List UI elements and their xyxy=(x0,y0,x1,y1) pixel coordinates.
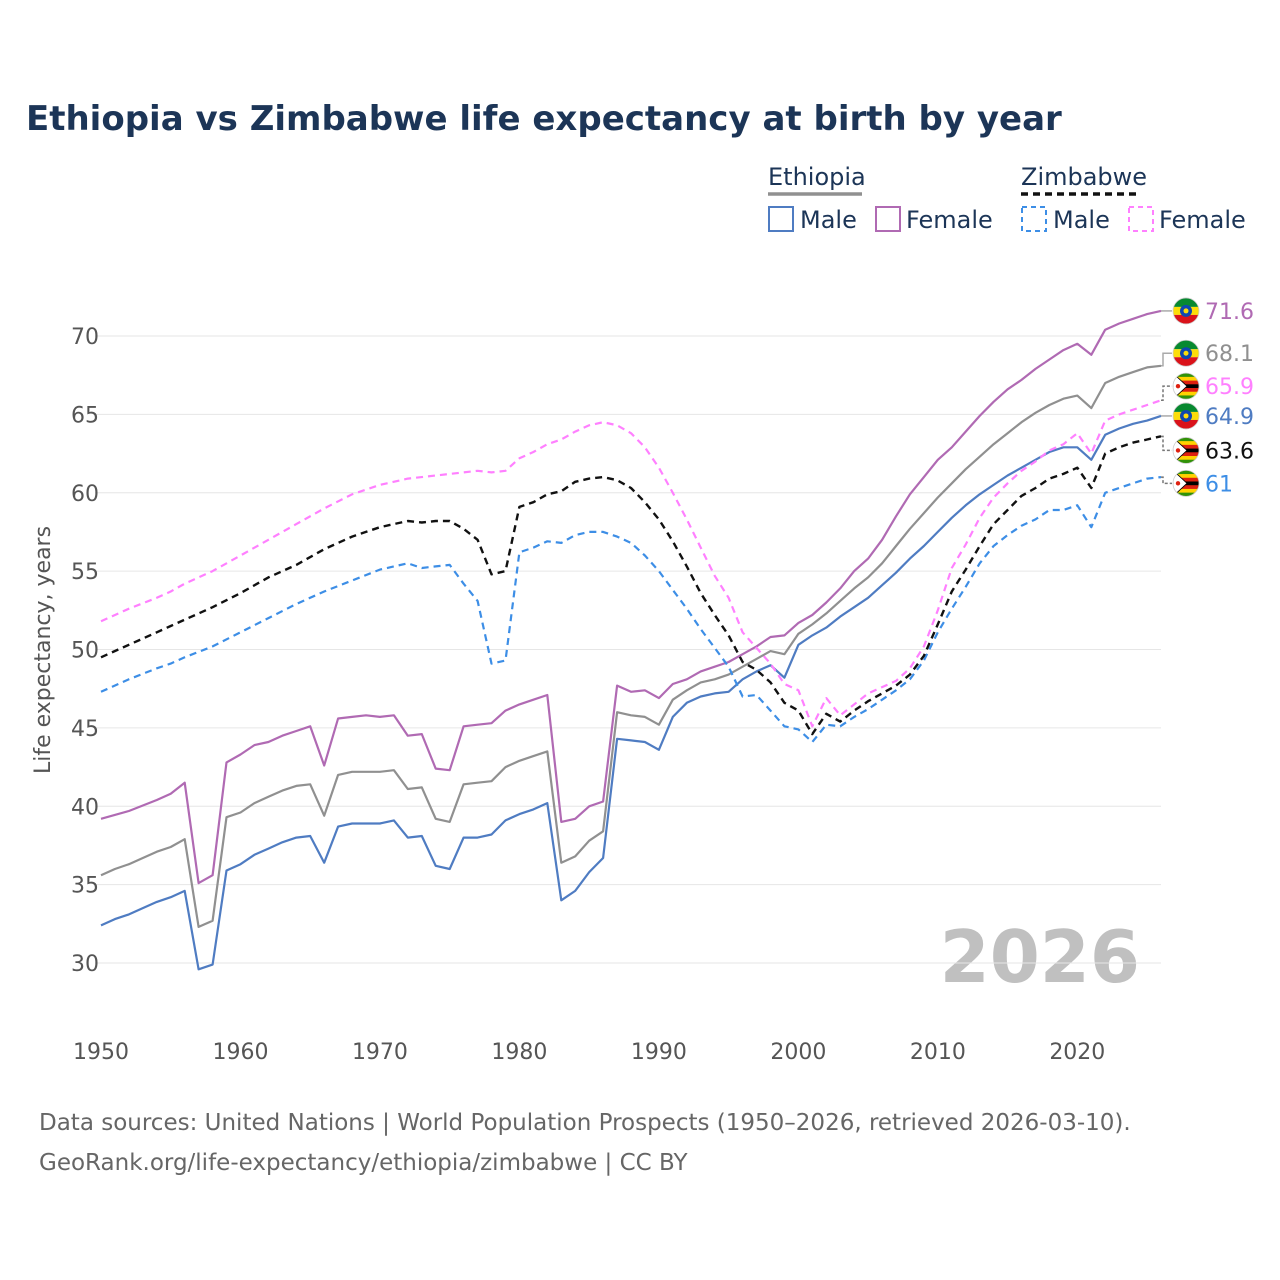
end-value-label: 68.1 xyxy=(1205,342,1254,367)
end-value-label: 71.6 xyxy=(1205,300,1254,325)
x-tick-label: 1960 xyxy=(212,1040,268,1065)
end-value-label: 61 xyxy=(1205,472,1233,497)
x-axis-ticks: 1950 1960 1970 1980 1990 2000 2010 2020 xyxy=(73,1040,1105,1065)
end-label-ethiopia: 68.1 xyxy=(1161,339,1254,367)
series-line-ethiopia[interactable] xyxy=(100,364,1162,928)
legend-item-zimbabwe-male-swatch xyxy=(1021,206,1047,232)
legend-item-zimbabwe-male[interactable]: Male xyxy=(1021,206,1110,234)
zimbabwe-flag-icon xyxy=(1173,437,1199,464)
end-label-connector xyxy=(1161,352,1172,367)
legend-item-ethiopia-male-label: Male xyxy=(800,206,857,234)
x-tick-label: 1950 xyxy=(73,1040,129,1065)
source-line-2[interactable]: GeoRank.org/life-expectancy/ethiopia/zim… xyxy=(39,1150,689,1176)
end-label-ethiopia-female: 71.6 xyxy=(1161,297,1254,325)
end-label-ethiopia-male: 64.9 xyxy=(1161,402,1254,430)
y-tick-label: 40 xyxy=(71,795,99,820)
legend-item-zimbabwe-female[interactable]: Female xyxy=(1128,206,1246,234)
legend-item-zimbabwe-female-label: Female xyxy=(1159,206,1246,234)
end-labels: 71.6 68.1 65.9 64.9 63.6 61 xyxy=(1161,297,1254,497)
legend-item-zimbabwe-female-swatch xyxy=(1128,206,1154,232)
x-tick-label: 1980 xyxy=(491,1040,547,1065)
end-value-label: 65.9 xyxy=(1205,375,1254,400)
legend-item-ethiopia-male[interactable]: Male xyxy=(768,206,857,234)
end-label-zimbabwe-female: 65.9 xyxy=(1161,372,1254,402)
y-tick-label: 30 xyxy=(71,952,99,977)
source-line-1: Data sources: United Nations | World Pop… xyxy=(39,1110,1131,1136)
legend-group-ethiopia[interactable]: Ethiopia xyxy=(768,163,866,196)
end-label-connector xyxy=(1161,435,1172,452)
y-tick-label: 65 xyxy=(71,403,99,428)
x-tick-label: 1990 xyxy=(631,1040,687,1065)
y-axis-title: Life expectancy, years xyxy=(31,526,56,774)
y-tick-label: 70 xyxy=(71,325,99,350)
y-tick-label: 45 xyxy=(71,717,99,742)
y-tick-label: 60 xyxy=(71,482,99,507)
x-tick-label: 2000 xyxy=(770,1040,826,1065)
legend-item-ethiopia-female[interactable]: Female xyxy=(875,206,993,234)
y-tick-label: 35 xyxy=(71,874,99,899)
x-tick-label: 2020 xyxy=(1049,1040,1105,1065)
ethiopia-flag-icon xyxy=(1173,340,1199,367)
end-label-connector xyxy=(1161,385,1172,402)
legend-item-ethiopia-male-swatch xyxy=(768,206,794,232)
series-line-ethiopia-male[interactable] xyxy=(100,414,1162,971)
end-value-label: 63.6 xyxy=(1205,439,1254,464)
ethiopia-flag-icon xyxy=(1173,297,1199,324)
end-value-label: 64.9 xyxy=(1205,405,1254,430)
zimbabwe-flag-icon xyxy=(1173,470,1199,497)
legend-group-zimbabwe[interactable]: Zimbabwe xyxy=(1021,163,1147,196)
grid-lines xyxy=(95,335,1161,964)
zimbabwe-flag-icon xyxy=(1173,373,1199,400)
end-label-zimbabwe: 63.6 xyxy=(1161,435,1254,464)
y-tick-label: 55 xyxy=(71,560,99,585)
series-line-zimbabwe[interactable] xyxy=(100,435,1162,736)
legend-item-ethiopia-female-swatch xyxy=(875,206,901,232)
legend-item-ethiopia-female-label: Female xyxy=(906,206,993,234)
y-axis-ticks: 30 35 40 45 50 55 60 65 70 xyxy=(71,325,99,977)
legend-group-zimbabwe-label: Zimbabwe xyxy=(1021,163,1147,191)
end-label-connector xyxy=(1161,476,1172,485)
y-tick-label: 50 xyxy=(71,639,99,664)
series-lines xyxy=(100,309,1162,971)
x-tick-label: 1970 xyxy=(352,1040,408,1065)
legend: Ethiopia Zimbabwe Male Female Male Femal… xyxy=(768,163,1246,234)
chart-title: Ethiopia vs Zimbabwe life expectancy at … xyxy=(26,99,1062,139)
ethiopia-flag-icon xyxy=(1173,402,1199,429)
year-label: 2026 xyxy=(940,915,1140,999)
end-label-zimbabwe-male: 61 xyxy=(1161,469,1233,497)
legend-item-zimbabwe-male-label: Male xyxy=(1053,206,1110,234)
series-line-zimbabwe-male[interactable] xyxy=(100,476,1162,744)
series-line-zimbabwe-female[interactable] xyxy=(100,399,1162,728)
series-line-ethiopia-female[interactable] xyxy=(100,309,1162,885)
x-tick-label: 2010 xyxy=(910,1040,966,1065)
legend-group-ethiopia-label: Ethiopia xyxy=(768,163,866,191)
